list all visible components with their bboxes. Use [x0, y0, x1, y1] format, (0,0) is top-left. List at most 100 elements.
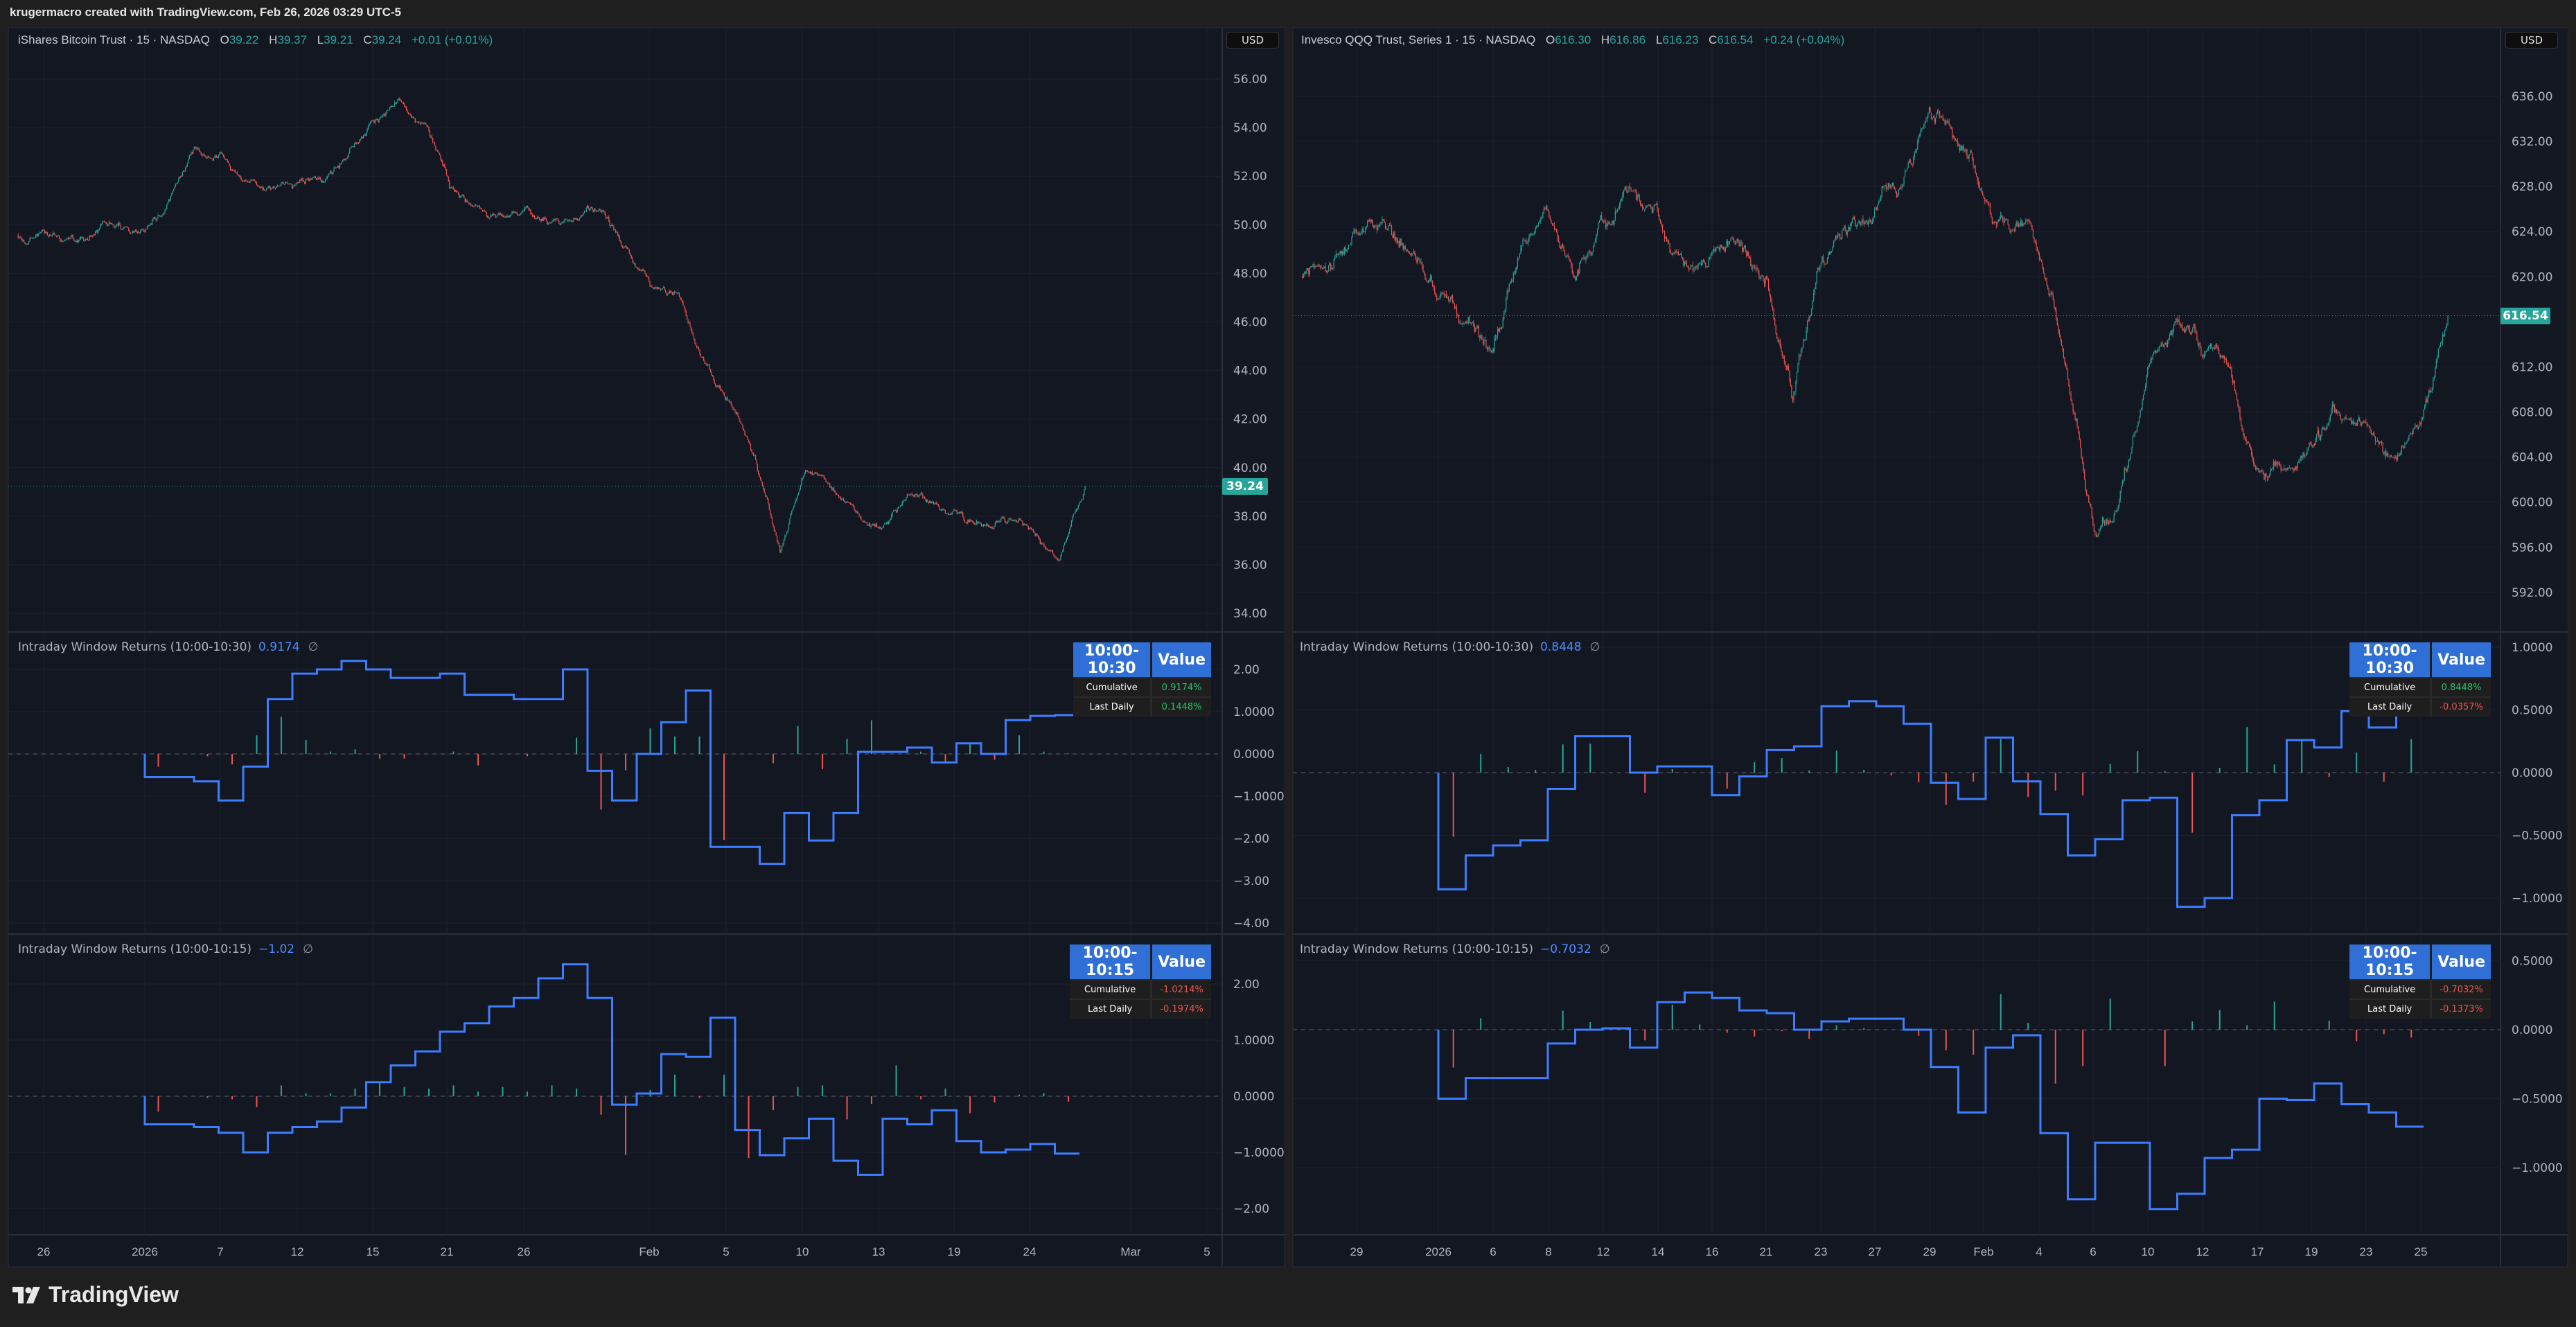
candle-body [193, 146, 195, 150]
candle-body [958, 511, 960, 514]
candle-body [633, 263, 635, 264]
candle-body [2129, 459, 2131, 460]
candle-body [2155, 350, 2157, 353]
currency-button[interactable]: USD [2505, 32, 2558, 49]
candle-body [1472, 322, 1473, 324]
last-price-label: 616.54 [2500, 308, 2550, 324]
candle-body [1546, 206, 1548, 209]
candle-body [319, 177, 321, 180]
candle-body [1386, 229, 1388, 231]
indicator-legend[interactable]: Intraday Window Returns (10:00-10:30) 0.9… [18, 640, 318, 654]
candle-body [559, 223, 561, 225]
candle-body [2385, 451, 2387, 456]
candle-body [2273, 462, 2275, 469]
indicator-table: 10:00-10:30 Value Cumulative 0.9174% Last … [1073, 642, 1211, 717]
candle-body [1551, 223, 1553, 225]
candle-body [977, 521, 978, 524]
candle-body [2169, 335, 2171, 340]
candle-body [204, 155, 206, 157]
candle-body [1409, 252, 1410, 254]
price-tick-label: 42.00 [1233, 413, 1267, 427]
candle-body [184, 170, 185, 172]
indicator-table: 10:00-10:30 Value Cumulative 0.8448% Last … [2349, 642, 2491, 717]
candle-body [1429, 280, 1430, 281]
candle-body [1596, 229, 1598, 234]
candle-body [2123, 480, 2124, 482]
candle-body [1650, 206, 1652, 209]
candle-body [1563, 246, 1564, 250]
candle-body [1424, 273, 1426, 280]
candle-body [853, 505, 854, 508]
candle-body [2439, 346, 2440, 349]
candle-body [613, 226, 615, 230]
candle-body [851, 504, 852, 505]
indicator-tick-label: 0.0000 [2512, 1023, 2552, 1037]
candle-body [2322, 428, 2324, 430]
candle-body [2176, 319, 2178, 322]
symbol-legend[interactable]: iShares Bitcoin Trust · 15 · NASDAQ O39.… [18, 33, 493, 47]
candle-body [1540, 218, 1542, 222]
candle-body [1824, 263, 1826, 265]
candle-body [687, 319, 689, 323]
candle-body [1899, 188, 1900, 190]
candle-body [134, 229, 136, 231]
candle-body [1339, 251, 1341, 254]
candle-body [705, 363, 707, 364]
candle-body [924, 496, 926, 500]
candle-body [1781, 351, 1783, 356]
symbol-legend[interactable]: Invesco QQQ Trust, Series 1 · 15 · NASDA… [1301, 33, 1844, 47]
candle-body [2174, 322, 2176, 326]
candle-body [1666, 237, 1668, 242]
candle-body [434, 142, 436, 146]
indicator-name: Intraday Window Returns (10:00-10:30) [1300, 640, 1534, 654]
candle-body [2386, 452, 2388, 456]
price-tick-label: 50.00 [1233, 218, 1267, 232]
candle-body [1441, 292, 1443, 294]
candle-body [1622, 193, 1623, 200]
candle-body [921, 493, 923, 495]
candle-body [2062, 345, 2063, 349]
currency-button[interactable]: USD [1226, 32, 1279, 49]
x-tick-label: 23 [2360, 1245, 2373, 1258]
candle-body [57, 236, 58, 237]
table-header-value: Value [1150, 642, 1211, 678]
candle-body [1709, 258, 1711, 261]
candle-body [2110, 520, 2112, 522]
candle-body [24, 242, 26, 244]
candle-body [1609, 223, 1611, 225]
candle-body [1971, 152, 1973, 159]
candle-body [1643, 207, 1644, 209]
candle-body [177, 182, 178, 184]
candle-body [601, 210, 603, 213]
candle-body [987, 525, 989, 527]
candle-body [1975, 166, 1976, 173]
candle-body [292, 186, 294, 188]
indicator-legend[interactable]: Intraday Window Returns (10:00-10:15) −0.… [1300, 942, 1610, 956]
candle-body [1059, 559, 1061, 561]
candle-body [1711, 253, 1713, 254]
candle-body [169, 199, 170, 201]
candle-body [143, 231, 145, 232]
candle-body [40, 231, 42, 233]
candle-body [376, 119, 378, 121]
candle-body [516, 212, 518, 214]
indicator-legend[interactable]: Intraday Window Returns (10:00-10:30) 0.8… [1300, 640, 1600, 654]
candle-body [323, 181, 324, 183]
candle-body [1828, 252, 1830, 255]
x-tick-label: Feb [1973, 1245, 1993, 1258]
candle-body [74, 240, 76, 242]
candle-body [1701, 263, 1702, 265]
candle-body [1406, 251, 1408, 252]
candle-body [1353, 231, 1355, 234]
tradingview-brand[interactable]: TradingView [12, 1282, 179, 1308]
candle-body [294, 184, 296, 186]
candle-body [1016, 520, 1017, 522]
indicator-legend[interactable]: Intraday Window Returns (10:00-10:15) −1.… [18, 942, 313, 956]
candle-body [575, 218, 576, 220]
candle-body [1361, 228, 1363, 234]
candle-body [1488, 346, 1490, 349]
candle-body [2253, 459, 2255, 464]
candle-body [2151, 358, 2153, 360]
candle-body [1445, 295, 1447, 298]
candle-body [1697, 263, 1699, 267]
